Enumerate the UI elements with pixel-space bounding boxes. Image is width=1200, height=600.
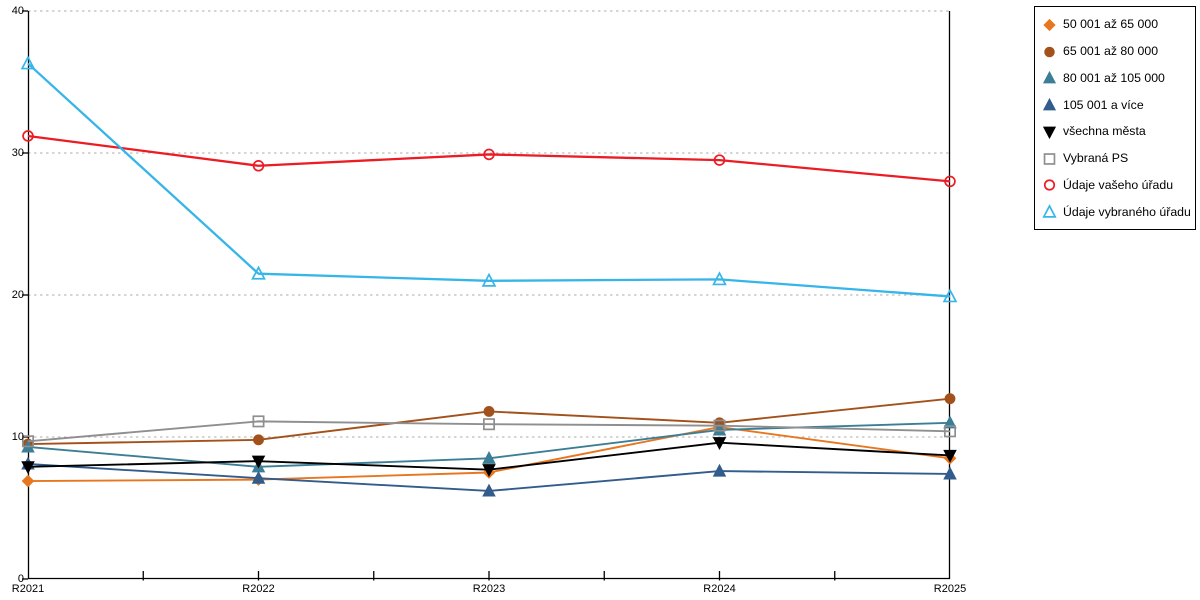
y-axis-label: 0 [17,573,24,585]
triangle-up-icon [1042,71,1057,84]
triangle-up-marker [251,470,266,484]
triangle-up-open-icon [1042,204,1057,218]
triangle-down-marker [482,464,496,478]
circle-marker [483,148,495,161]
triangle-down-marker [712,437,727,451]
y-axis-label: 10 [11,431,24,443]
square-marker [482,418,496,431]
square-marker [21,435,35,448]
triangle-up-marker [943,415,957,429]
triangle-up-marker [942,288,958,303]
circle-marker [252,160,265,172]
square-open-icon [1043,152,1056,165]
x-axis-label: R2024 [703,583,736,595]
legend-item-label: 50 001 až 65 000 [1063,17,1159,32]
x-axis-label: R2025 [933,583,967,595]
y-axis-label: 40 [11,5,24,17]
triangle-down-marker [251,455,266,469]
diamond-marker [21,474,35,488]
square-marker [943,425,957,438]
legend-item: Údaje vybraného úřadu [1042,204,1195,219]
triangle-up-marker [712,271,727,286]
square-marker [252,415,265,428]
triangle-up-marker [251,265,266,280]
y-axis-label: 20 [11,289,24,301]
triangle-down-icon [1042,126,1057,139]
triangle-up-marker [712,422,727,436]
triangle-up-marker [482,450,496,464]
triangle-down-marker [943,449,957,463]
series-line-7 [27,62,951,298]
circle-marker [483,406,495,417]
legend-item-label: Údaje vybraného úřadu [1063,204,1191,219]
square-marker [713,419,726,432]
legend: 50 001 až 65 000 65 001 až 80 000 80 001 a… [1034,6,1196,230]
circle-marker [253,434,264,446]
diamond-icon [1043,18,1056,31]
triangle-up-marker [481,272,497,287]
legend-item: 80 001 až 105 000 [1042,70,1195,85]
x-axis-label: R2022 [242,583,275,595]
x-axis-label: R2021 [11,583,45,595]
legend-item-label: 65 001 až 80 000 [1063,44,1159,59]
legend-item: 50 001 až 65 000 [1042,17,1195,32]
circle-open-icon [1043,179,1056,191]
legend-item: všechna města [1042,124,1195,139]
circle-marker [944,175,956,188]
series-line-5 [27,420,951,443]
legend-item: 105 001 a více [1042,97,1195,112]
legend-item-label: 105 001 a více [1063,97,1144,112]
legend-item: Vybraná PS [1042,151,1195,166]
triangle-up-marker [482,483,496,497]
y-axis-label: 30 [11,147,24,159]
circle-marker [944,393,956,405]
legend-item-label: Údaje vašeho úřadu [1063,177,1174,192]
circle-icon [1044,46,1055,57]
series-line-6 [27,134,951,183]
chart-canvas [20,10,958,581]
legend-item: Údaje vašeho úřadu [1042,177,1195,192]
triangle-up-marker [20,55,36,70]
x-axis-label: R2023 [472,583,506,595]
triangle-up-marker [943,466,957,480]
triangle-down-marker [21,461,35,475]
triangle-up-icon [1042,98,1057,111]
legend-item-label: 80 001 až 105 000 [1063,70,1165,85]
triangle-up-marker [712,463,727,477]
legend-item-label: všechna města [1063,124,1146,139]
legend-item: 65 001 až 80 000 [1042,44,1195,59]
circle-marker [713,154,726,166]
circle-marker [22,130,34,142]
legend-item-label: Vybraná PS [1063,151,1129,166]
